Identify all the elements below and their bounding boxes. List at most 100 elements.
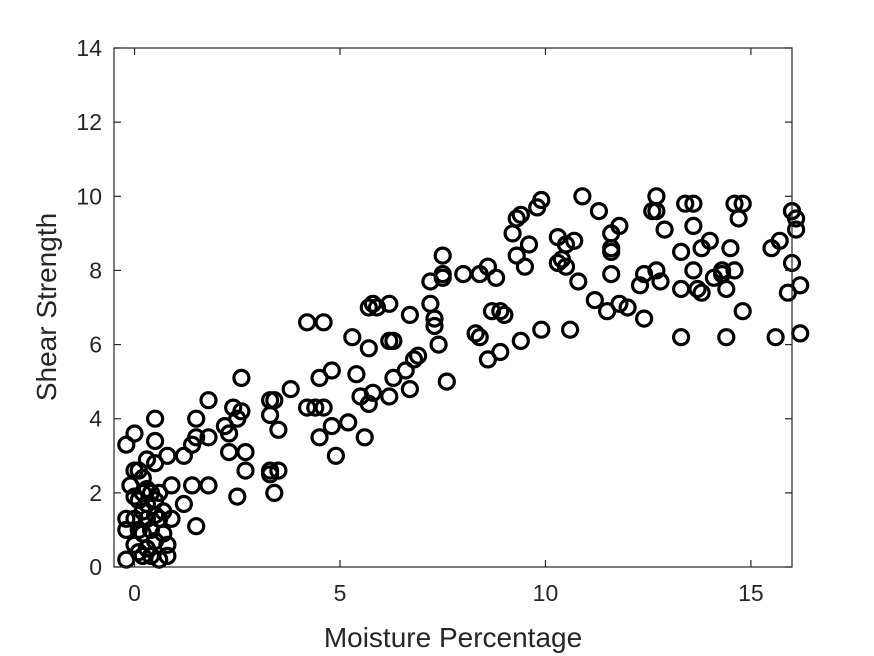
- y-tick-label: 0: [89, 554, 102, 580]
- scatter-point: [487, 268, 506, 287]
- scatter-point: [602, 265, 621, 284]
- scatter-point: [491, 302, 510, 321]
- scatter-point: [532, 320, 551, 339]
- scatter-point: [429, 335, 448, 354]
- scatter-point: [466, 324, 485, 343]
- scatter-point: [409, 346, 428, 365]
- scatter-point: [187, 428, 206, 447]
- scatter-point: [791, 324, 810, 343]
- scatter-point: [359, 298, 378, 317]
- scatter-point: [199, 428, 218, 447]
- scatter-point: [236, 461, 255, 480]
- scatter-point: [162, 476, 181, 495]
- scatter-point: [363, 383, 382, 402]
- scatter-point: [384, 331, 403, 350]
- scatter-point: [725, 261, 744, 280]
- scatter-point: [684, 216, 703, 235]
- scatter-point: [589, 202, 609, 221]
- plot-frame: [113, 47, 793, 568]
- scatter-point: [560, 320, 580, 339]
- x-tick-label: 0: [128, 580, 141, 606]
- y-tick-label: 14: [76, 35, 102, 61]
- scatter-point: [634, 309, 654, 328]
- scatter-point: [281, 380, 300, 399]
- scatter-point: [618, 298, 637, 317]
- scatter-point: [684, 194, 703, 213]
- scatter-point: [310, 428, 329, 447]
- scatter-point: [717, 328, 736, 347]
- scatter-point: [199, 391, 218, 410]
- scatter-point: [154, 524, 173, 543]
- scatter-point: [700, 231, 719, 250]
- scatter-point: [733, 194, 752, 213]
- scatter-point: [269, 420, 288, 439]
- scatter-point: [495, 305, 514, 324]
- y-tick-label: 10: [76, 183, 102, 209]
- scatter-point: [269, 461, 288, 480]
- scatter-point: [655, 220, 674, 239]
- scatter-point: [515, 257, 535, 276]
- axes: 0 5 10 15 0 2 4 6 8 10 12 14: [76, 35, 792, 606]
- scatter-point: [676, 194, 695, 213]
- scatter-point: [314, 313, 333, 332]
- y-tick-label: 6: [89, 332, 102, 358]
- scatter-point: [791, 276, 810, 295]
- scatter-point: [125, 424, 144, 443]
- scatter-point: [425, 309, 444, 328]
- scatter-point: [380, 294, 399, 313]
- scatter-point: [228, 487, 247, 506]
- scatter-point: [339, 413, 358, 432]
- y-tick-label: 8: [89, 257, 102, 283]
- scatter-point: [532, 190, 551, 210]
- scatter-point: [400, 380, 419, 399]
- scatter-point: [236, 443, 255, 462]
- scatter-point: [647, 202, 666, 221]
- scatter-point: [671, 328, 691, 347]
- scatter-point: [610, 216, 629, 235]
- scatter-point: [355, 428, 374, 447]
- scatter-point: [306, 398, 325, 417]
- scatter-point: [187, 517, 206, 536]
- scatter-point: [786, 209, 806, 228]
- scatter-point: [404, 350, 424, 369]
- scatter-point: [470, 328, 489, 347]
- scatter-point: [573, 187, 592, 206]
- scatter-point: [511, 205, 530, 224]
- scatter-point: [671, 242, 691, 261]
- scatter-point: [146, 409, 165, 428]
- scatter-point: [117, 509, 136, 528]
- scatter-point: [651, 272, 670, 291]
- scatter-point: [220, 424, 239, 443]
- scatter-point: [766, 328, 785, 347]
- scatter-point: [721, 239, 740, 258]
- scatter-point: [400, 305, 419, 324]
- x-tick-label: 5: [334, 580, 347, 606]
- scatter-point: [322, 417, 341, 436]
- scatter-point: [187, 409, 206, 428]
- scatter-point: [232, 368, 251, 387]
- scatter-point: [433, 246, 452, 265]
- scatter-point: [359, 339, 378, 358]
- y-axis-title: Shear Strength: [31, 213, 62, 401]
- scatter-point: [717, 279, 736, 299]
- scatter-point: [158, 535, 177, 554]
- scatter-point: [433, 268, 452, 287]
- plot-background: [114, 48, 792, 567]
- scatter-point: [511, 331, 530, 350]
- scatter-point: [314, 398, 333, 417]
- scatter-point: [232, 402, 251, 421]
- scatter-point: [684, 261, 703, 280]
- scatter-point: [162, 509, 181, 528]
- scatter-point: [507, 209, 526, 228]
- scatter-point: [174, 494, 193, 514]
- scatter-point: [491, 342, 510, 362]
- scatter-point: [692, 283, 711, 302]
- scatter-point: [380, 387, 399, 406]
- x-axis-title: Moisture Percentage: [324, 622, 582, 653]
- y-tick-label: 12: [76, 109, 102, 135]
- scatter-point: [630, 276, 650, 295]
- scatter-point: [786, 220, 806, 239]
- scatter-point: [265, 483, 284, 502]
- scatter-point: [261, 465, 280, 484]
- scatter-point: [322, 361, 341, 380]
